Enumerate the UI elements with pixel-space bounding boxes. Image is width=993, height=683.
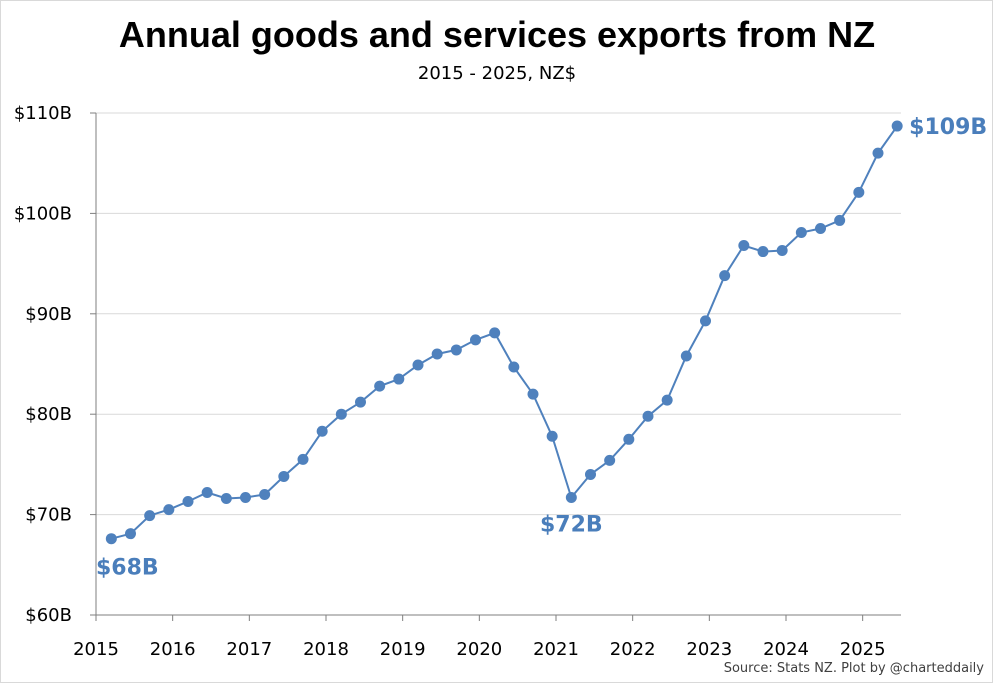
source-note: Source: Stats NZ. Plot by @charteddaily — [724, 661, 985, 676]
y-axis-tick-labels: $60B $70B $80B $90B $100B $110B — [14, 103, 72, 626]
data-label: $109B — [909, 115, 987, 140]
data-point — [719, 270, 731, 282]
data-point — [661, 394, 673, 406]
data-point — [182, 496, 194, 508]
data-point — [125, 528, 136, 540]
data-point — [355, 396, 366, 408]
data-point — [470, 334, 481, 346]
data-point — [316, 425, 328, 437]
data-point — [259, 489, 271, 501]
data-point — [738, 240, 750, 252]
y-tick-label: $100B — [14, 203, 72, 224]
y-tick-label: $110B — [14, 103, 72, 124]
data-point — [527, 388, 539, 400]
x-tick-label: 2023 — [686, 639, 732, 660]
data-point — [757, 246, 769, 258]
data-point — [891, 120, 903, 132]
x-tick-label: 2022 — [610, 639, 656, 660]
data-point — [623, 433, 635, 445]
x-tick-label: 2016 — [150, 639, 196, 660]
data-point — [431, 348, 443, 360]
data-point — [489, 327, 501, 339]
data-label: $68B — [96, 556, 159, 581]
data-point — [374, 380, 386, 392]
data-point — [240, 492, 251, 504]
data-point — [872, 147, 884, 159]
chart-subtitle: 2015 - 2025, NZ$ — [418, 63, 576, 84]
data-point — [335, 408, 347, 420]
data-point — [546, 430, 558, 442]
data-point — [105, 533, 117, 545]
data-point — [700, 315, 711, 327]
chart-title: Annual goods and services exports from N… — [119, 14, 875, 55]
data-point — [642, 410, 654, 422]
data-point — [776, 245, 788, 257]
x-tick-label: 2024 — [763, 639, 809, 660]
axes — [90, 112, 901, 621]
data-point — [795, 226, 807, 238]
y-tick-label: $60B — [25, 605, 72, 626]
x-tick-label: 2019 — [380, 639, 426, 660]
gridlines — [96, 112, 901, 516]
y-tick-label: $90B — [25, 304, 72, 325]
x-tick-label: 2021 — [533, 639, 579, 660]
x-tick-label: 2025 — [840, 639, 886, 660]
x-tick-label: 2020 — [456, 639, 502, 660]
data-point — [144, 510, 156, 522]
series-line — [111, 125, 899, 540]
data-point — [201, 487, 213, 499]
data-point — [604, 454, 616, 466]
data-point — [853, 186, 865, 198]
x-tick-label: 2015 — [73, 639, 119, 660]
data-series — [105, 120, 903, 545]
data-point — [565, 492, 577, 504]
data-point — [412, 359, 424, 371]
data-point — [393, 373, 405, 385]
data-point — [680, 350, 692, 362]
data-point — [508, 361, 520, 373]
x-axis-tick-labels: 2015 2016 2017 2018 2019 2020 2021 2022 2023 2024… — [73, 639, 885, 660]
data-point — [163, 504, 175, 516]
data-point — [220, 493, 232, 505]
data-point — [834, 214, 846, 226]
y-tick-label: $70B — [25, 505, 72, 526]
data-annotations: $68B $72B $109B — [96, 115, 987, 581]
data-label: $72B — [540, 513, 603, 538]
data-point — [450, 344, 462, 356]
data-point — [297, 453, 309, 465]
x-tick-label: 2017 — [226, 639, 272, 660]
data-point — [278, 470, 290, 482]
x-tick-label: 2018 — [303, 639, 349, 660]
y-tick-label: $80B — [25, 404, 72, 425]
data-point — [815, 222, 826, 234]
data-point — [585, 468, 596, 480]
